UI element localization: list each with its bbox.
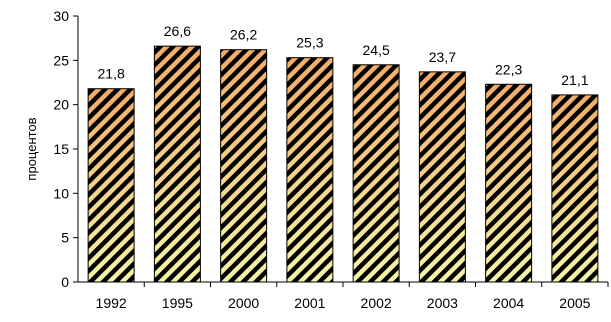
y-axis: 0 5 10 15 20 25 30	[53, 8, 79, 290]
bar-value-label: 21,8	[98, 66, 125, 82]
bar-hatch	[286, 57, 333, 282]
y-tick-label: 20	[53, 97, 69, 113]
bar-hatch	[88, 88, 135, 282]
bar-value-label: 26,2	[230, 27, 257, 43]
bar-value-label: 24,5	[363, 42, 390, 58]
bar-1992	[87, 88, 135, 283]
bar-2004	[485, 83, 533, 283]
bar-2005	[551, 94, 599, 283]
y-tick-label: 25	[53, 52, 69, 68]
x-axis: 1992 1995 2000 2001 2002 2003 2004 2005	[78, 281, 609, 311]
bar-hatch	[154, 46, 201, 282]
bar-2003	[418, 71, 466, 283]
x-tick-label: 1995	[162, 295, 193, 311]
bar-hatch	[353, 64, 400, 283]
x-tick-label: 2003	[427, 295, 458, 311]
bar-value-label: 22,3	[495, 61, 522, 77]
bar-hatch	[551, 94, 598, 282]
x-tick-label: 2005	[559, 295, 590, 311]
x-tick-label: 2004	[493, 295, 524, 311]
x-tick-label: 1992	[96, 295, 127, 311]
y-tick-label: 30	[53, 8, 69, 24]
bar-value-label: 26,6	[164, 23, 191, 39]
bar-2001	[286, 57, 334, 283]
y-tick-label: 15	[53, 141, 69, 157]
x-tick-label: 2001	[294, 295, 325, 311]
bar-value-label: 25,3	[296, 35, 323, 51]
bar-hatch	[485, 84, 532, 282]
x-tick-label: 2000	[228, 295, 259, 311]
bar-hatch	[220, 49, 267, 283]
bar-2002	[352, 64, 400, 283]
bar-2000	[220, 49, 268, 283]
y-tick-label: 10	[53, 185, 69, 201]
y-tick-label: 0	[61, 274, 69, 290]
bar-value-label: 23,7	[429, 49, 456, 65]
y-axis-title: процентов	[24, 117, 39, 180]
x-tick-label: 2002	[361, 295, 392, 311]
y-tick-label: 5	[61, 230, 69, 246]
bar-1995	[153, 45, 201, 283]
bar-hatch	[419, 71, 466, 282]
bar-value-label: 21,1	[561, 72, 588, 88]
bars: 21,8 26,6 26,2 25,3 24,5 23,7 22,3 21,1	[87, 23, 599, 283]
